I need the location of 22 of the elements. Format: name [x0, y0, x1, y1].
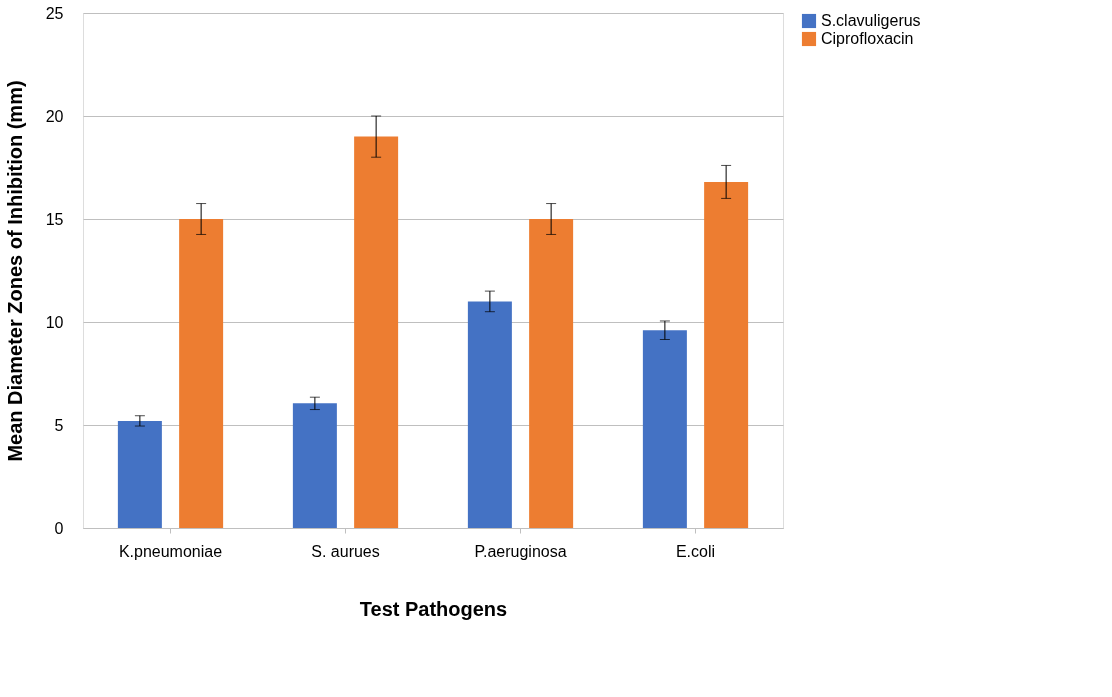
bar [467, 301, 512, 528]
y-tick-label: 25 [45, 4, 64, 22]
x-tick-label: P.aeruginosa [474, 542, 567, 560]
bar [179, 219, 224, 528]
legend-label: S.clavuligerus [821, 12, 921, 29]
x-tick-label: E.coli [675, 542, 716, 560]
y-tick-label: 5 [54, 416, 64, 434]
x-axis-title: Test Pathogens [359, 597, 508, 620]
bar [117, 420, 162, 528]
y-tick-label: 10 [45, 313, 64, 331]
bar [354, 136, 399, 528]
y-tick-label: 20 [45, 107, 64, 125]
legend-label: Ciprofloxacin [821, 30, 914, 47]
bar [642, 330, 687, 528]
y-tick-label: 15 [45, 210, 64, 228]
y-axis-title: Mean Diameter Zones of Inhibition (mm) [3, 80, 26, 462]
x-tick-label: K.pneumoniae [118, 542, 223, 560]
bar [292, 403, 337, 528]
bar [529, 219, 574, 528]
y-tick-label: 0 [54, 519, 64, 537]
bar [704, 181, 749, 528]
x-tick-label: S. aurues [311, 542, 380, 560]
